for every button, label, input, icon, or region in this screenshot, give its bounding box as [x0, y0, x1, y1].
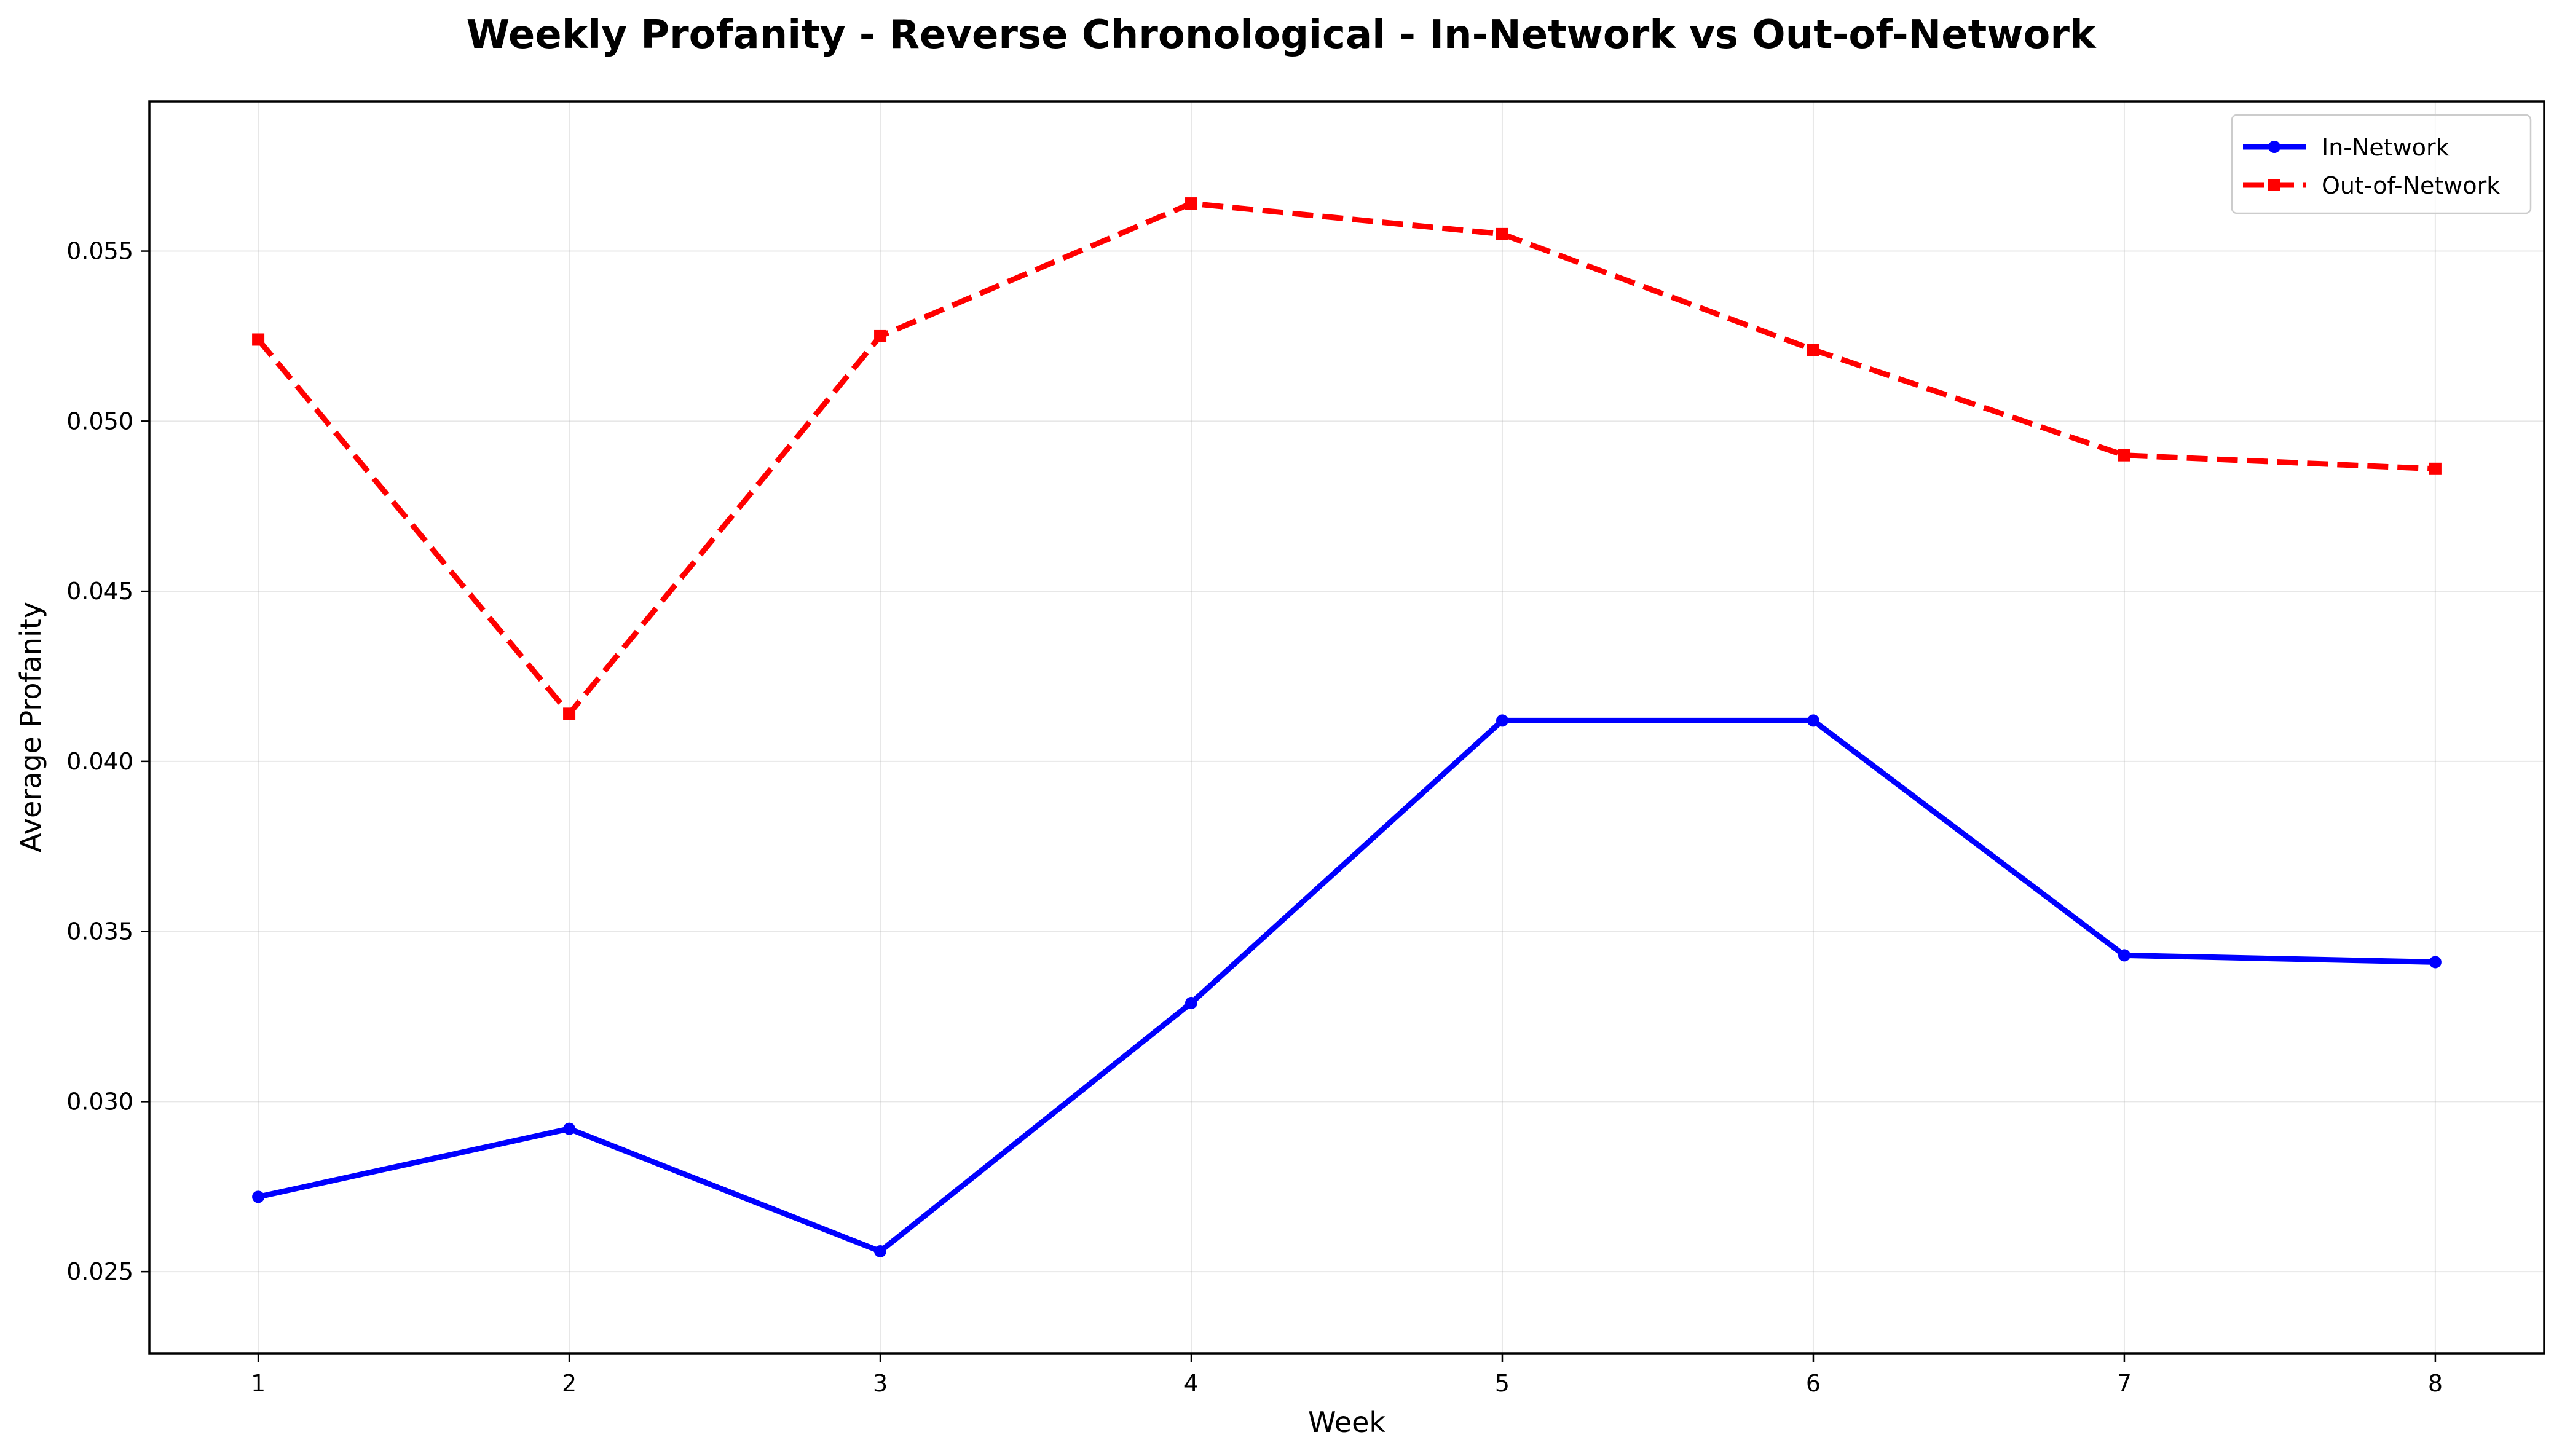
x-tick-label: 2 — [562, 1370, 577, 1397]
legend: In-Network Out-of-Network — [2231, 114, 2532, 214]
y-tick-label: 0.025 — [66, 1258, 133, 1285]
data-point — [1185, 996, 1198, 1009]
y-axis-ticks: 0.025 0.030 0.035 0.040 0.045 0.050 0.055 — [66, 238, 149, 1285]
chart-title: Weekly Profanity - Reverse Chronological… — [467, 12, 2097, 58]
grid — [149, 101, 2544, 1353]
data-point — [874, 329, 887, 342]
y-tick-label: 0.050 — [66, 407, 133, 435]
y-tick-label: 0.040 — [66, 748, 133, 775]
x-tick-label: 4 — [1184, 1370, 1199, 1397]
legend-entry: In-Network — [2243, 134, 2450, 161]
y-tick-label: 0.055 — [66, 238, 133, 265]
legend-marker — [2268, 141, 2280, 153]
plot-frame — [148, 100, 2545, 1355]
legend-label: Out-of-Network — [2322, 172, 2500, 199]
data-point — [1496, 227, 1508, 240]
data-point — [2118, 449, 2130, 462]
data-point — [2429, 956, 2442, 969]
y-tick-label: 0.030 — [66, 1088, 133, 1115]
x-tick-label: 5 — [1495, 1370, 1510, 1397]
data-point — [1496, 714, 1508, 727]
data-point — [563, 707, 576, 720]
y-tick-label: 0.045 — [66, 578, 133, 605]
data-point — [2118, 949, 2130, 962]
series-line — [255, 717, 2438, 1254]
x-tick-label: 8 — [2428, 1370, 2443, 1397]
x-tick-label: 7 — [2117, 1370, 2132, 1397]
x-axis-label: Week — [1308, 1406, 1385, 1439]
data-point — [252, 1190, 265, 1203]
x-tick-label: 1 — [251, 1370, 266, 1397]
legend-label: In-Network — [2322, 134, 2450, 161]
legend-box — [2231, 114, 2532, 214]
data-point — [2429, 462, 2442, 475]
data-point — [1807, 714, 1819, 727]
x-tick-label: 3 — [873, 1370, 888, 1397]
series-out-of-network — [252, 197, 2442, 720]
y-axis-label: Average Profanity — [14, 602, 47, 852]
y-tick-label: 0.035 — [66, 918, 133, 945]
data-point — [874, 1245, 887, 1257]
x-axis-ticks: 1 2 3 4 5 6 7 8 — [251, 1353, 2443, 1397]
data-point — [563, 1122, 576, 1135]
series-in-network — [252, 714, 2442, 1257]
series-line — [256, 200, 2436, 717]
x-tick-label: 6 — [1806, 1370, 1821, 1397]
data-point — [1185, 197, 1198, 210]
plot-series — [252, 197, 2442, 1257]
legend-entry: Out-of-Network — [2243, 172, 2500, 199]
data-point — [252, 333, 265, 346]
legend-marker — [2268, 179, 2280, 191]
data-point — [1807, 344, 1819, 356]
